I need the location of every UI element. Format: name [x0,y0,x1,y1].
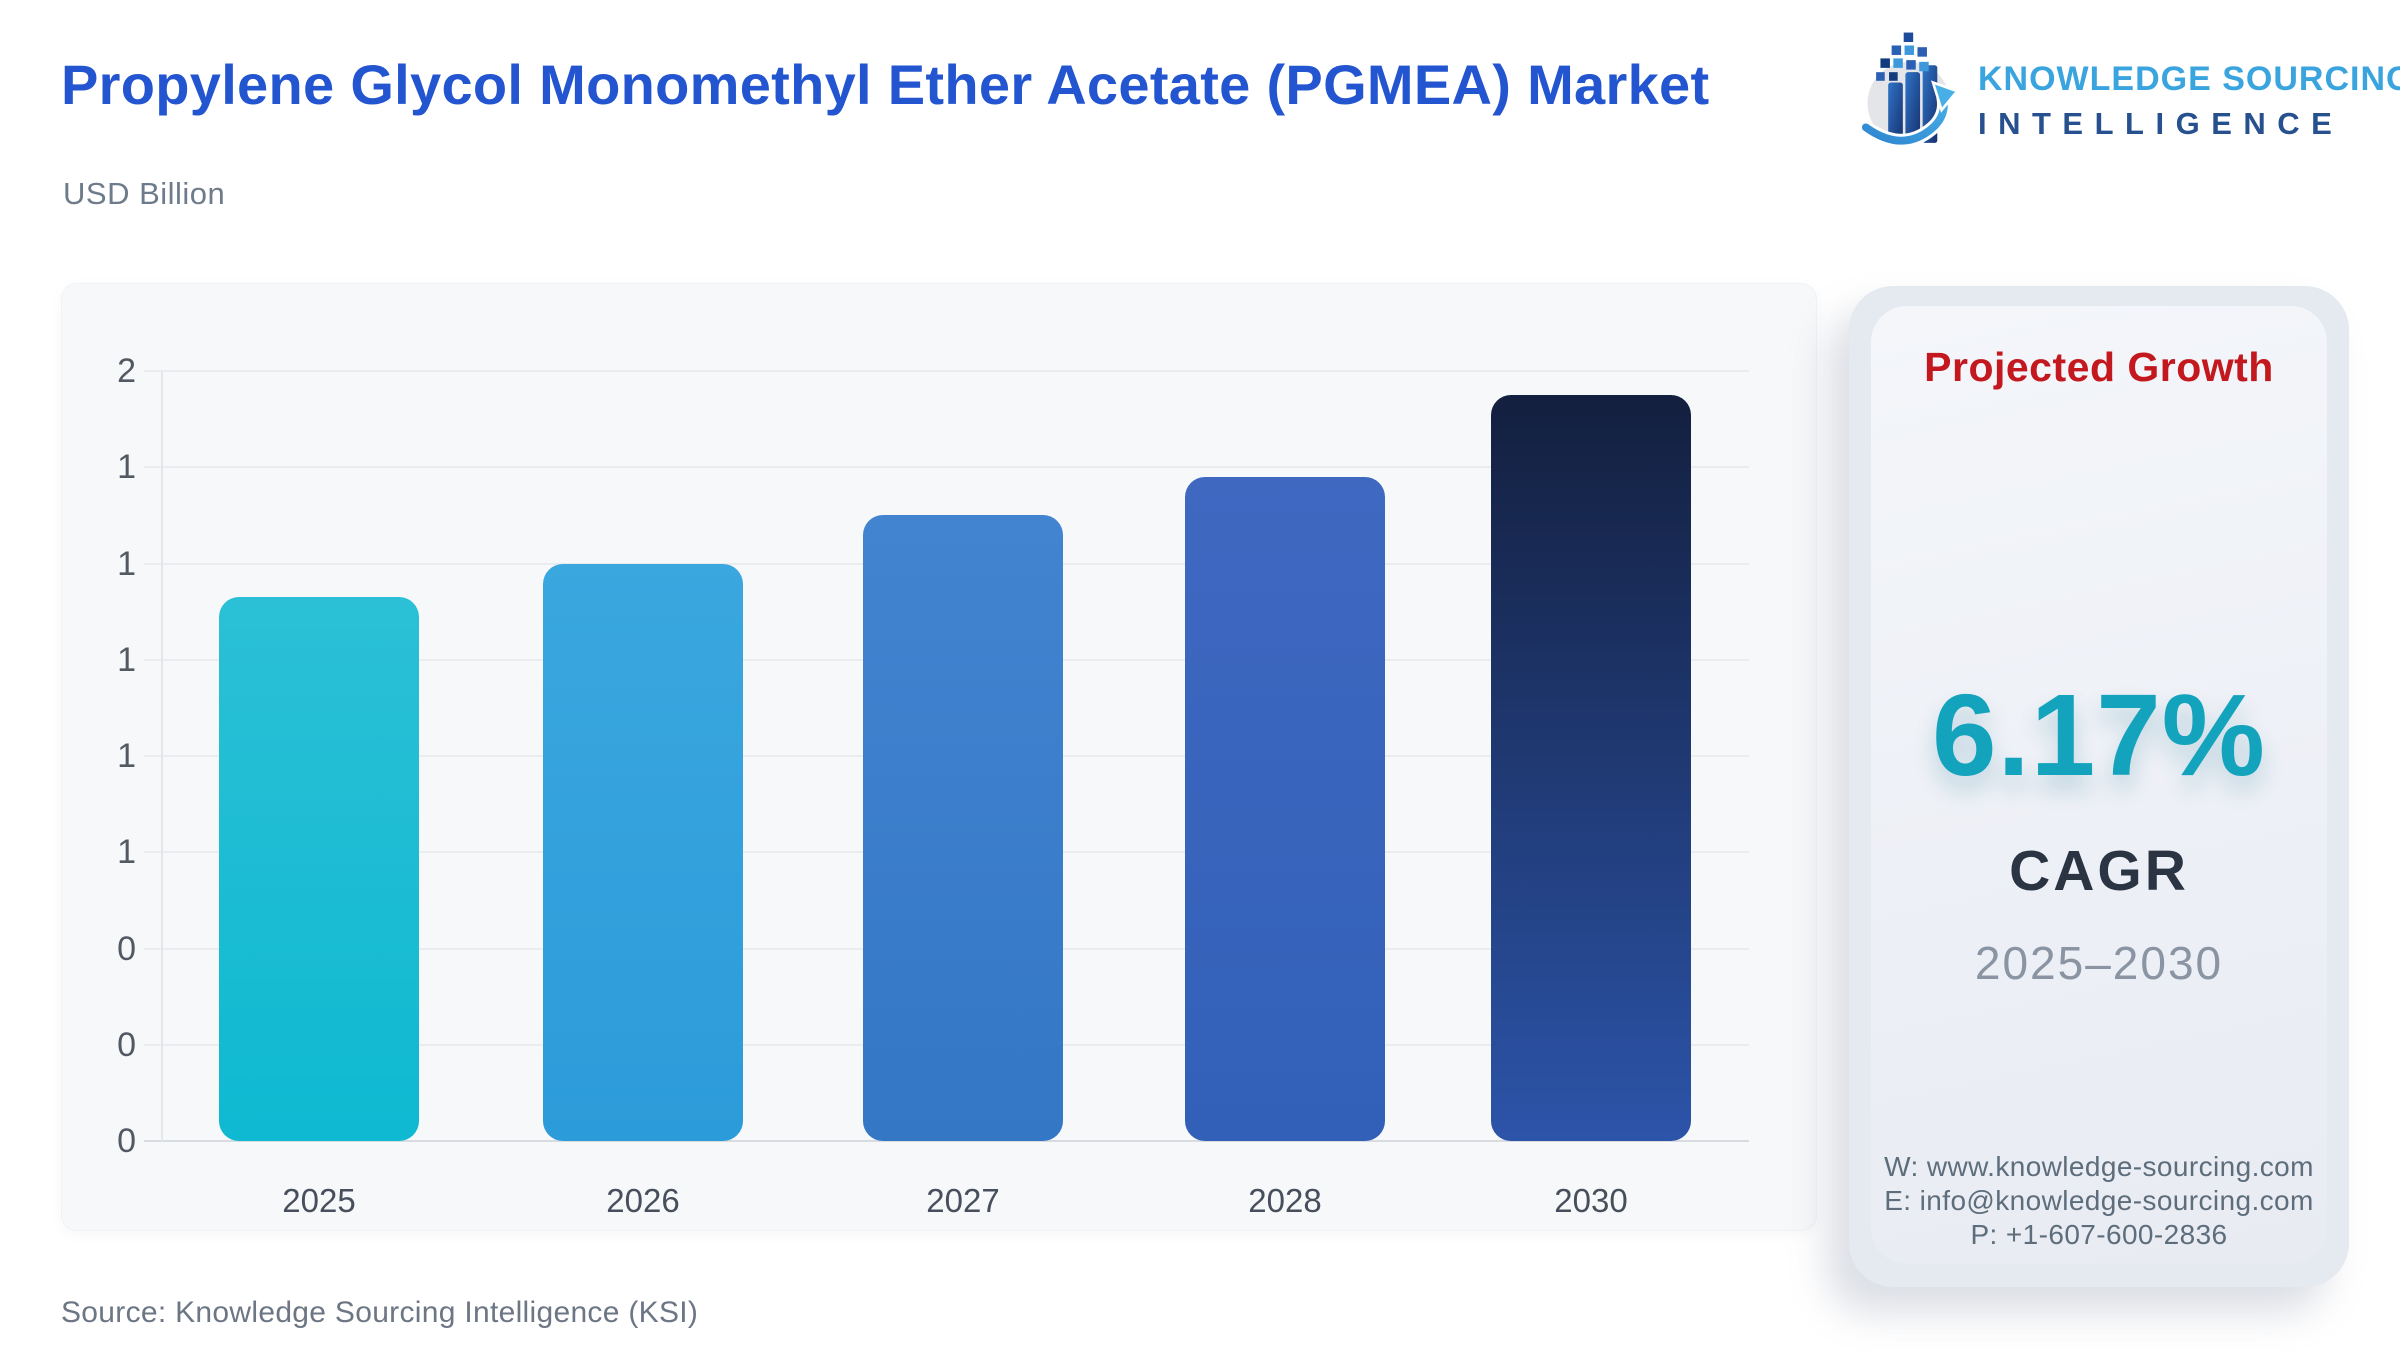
y-axis-tick-label: 2 [117,352,136,390]
cagr-label: CAGR [2009,839,2189,903]
bar-2027 [863,515,1063,1141]
y-axis-tick-label: 0 [117,929,136,968]
contact-email: E: info@knowledge-sourcing.com [1884,1185,2314,1216]
logo-wordmark: KNOWLEDGE SOURCING INTELLIGENCE [1978,60,2400,142]
logo-growth-arrow [1858,80,1960,148]
bar-2025 [219,597,419,1141]
y-axis-tick-label: 1 [117,640,136,679]
bar-2030 [1491,395,1691,1141]
projected-growth-card: Projected Growth 6.17% CAGR 2025–2030 W:… [1849,286,2349,1287]
gridline [144,1140,1749,1142]
page-title: Propylene Glycol Monomethyl Ether Acetat… [61,53,1710,116]
cagr-value: 6.17% [1932,670,2266,800]
y-axis-line [161,371,163,1141]
source-attribution: Source: Knowledge Sourcing Intelligence … [61,1296,699,1329]
logo-line2: INTELLIGENCE [1978,106,2344,141]
bar-chart-plot-area: 2 1 1 1 1 1 0 0 0 2025 2026 2027 2028 2030 [62,284,1816,1230]
logo-line1: KNOWLEDGE SOURCING [1978,60,2400,98]
y-axis-tick-label: 1 [117,448,136,487]
y-axis-tick-label: 1 [117,544,136,583]
y-axis-tick-label: 0 [117,1122,136,1160]
x-axis-label-2027: 2027 [926,1182,1000,1219]
gridline [144,370,1749,372]
knowledge-sourcing-logo-icon [1858,32,1960,148]
contact-phone: P: +1-607-600-2836 [1970,1219,2228,1250]
y-axis-tick-label: 1 [117,833,136,872]
bar-2028 [1185,476,1385,1141]
y-axis-tick-label: 0 [117,1025,136,1064]
gridline [144,466,1749,469]
chart-unit-label: USD Billion [63,176,226,211]
bar-2026 [543,563,743,1141]
contact-website: W: www.knowledge-sourcing.com [1884,1151,2314,1182]
x-axis-label-2030: 2030 [1554,1182,1628,1219]
company-logo: KNOWLEDGE SOURCING INTELLIGENCE [1852,24,2400,160]
projected-growth-heading: Projected Growth [1924,344,2274,390]
y-axis-tick-label: 1 [117,737,136,775]
x-axis-label-2026: 2026 [606,1182,680,1219]
bar-chart-card: 2 1 1 1 1 1 0 0 0 2025 2026 2027 2028 2030 [61,283,1817,1231]
contact-info: W: www.knowledge-sourcing.com E: info@kn… [1871,1150,2327,1252]
x-axis-label-2025: 2025 [282,1182,356,1219]
x-axis-label-2028: 2028 [1248,1182,1322,1219]
projected-growth-panel: Projected Growth 6.17% CAGR 2025–2030 W:… [1871,306,2327,1264]
cagr-period: 2025–2030 [1974,937,2224,989]
logo-pixel-squares [1876,32,1929,81]
